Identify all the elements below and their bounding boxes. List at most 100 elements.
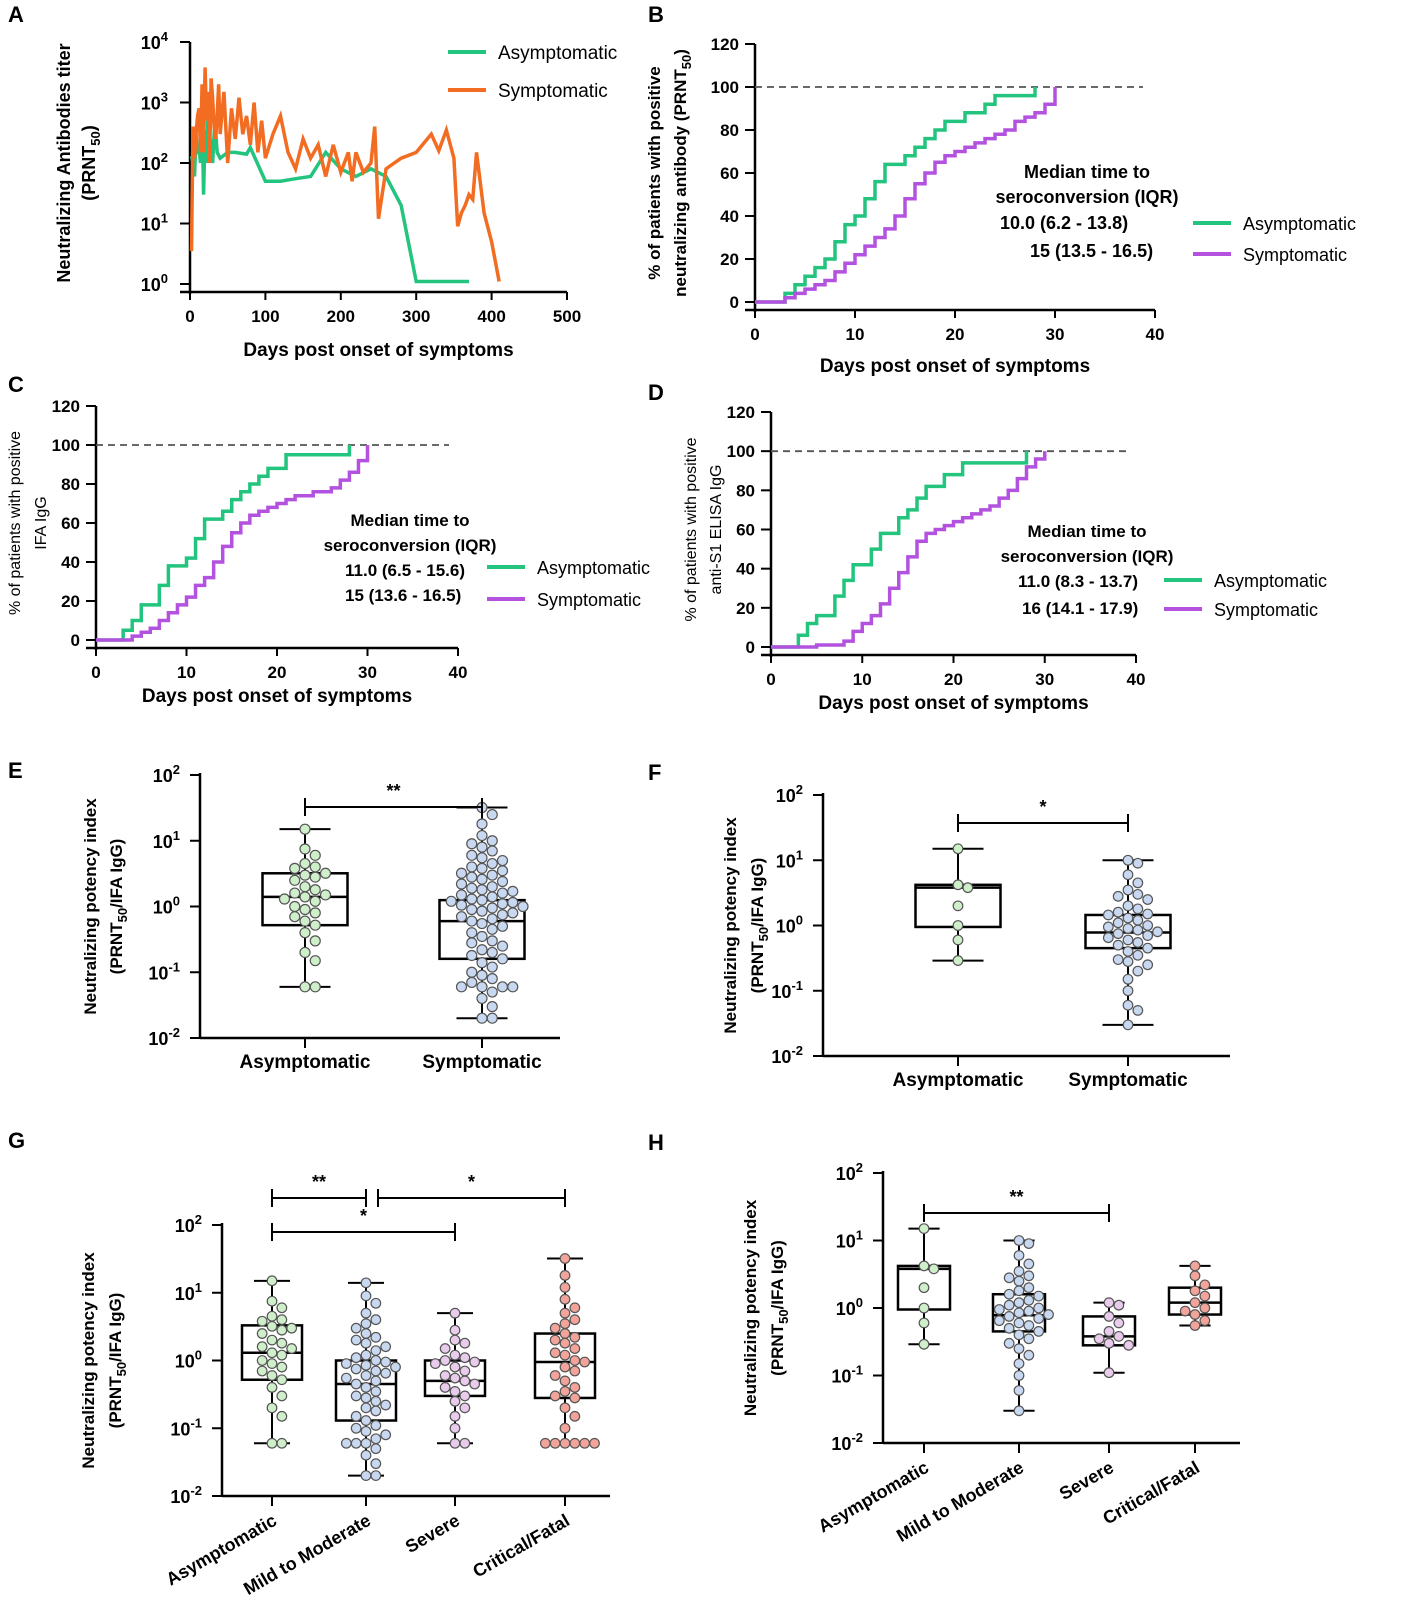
y-label-tail: /IFA IgG) <box>768 1240 787 1309</box>
x-tick-label: 0 <box>91 663 100 682</box>
data-point <box>360 1359 372 1371</box>
tick-exponent: 2 <box>796 782 803 797</box>
data-point <box>476 957 488 969</box>
data-point <box>1033 1326 1045 1337</box>
tick-exponent: 0 <box>856 1295 863 1310</box>
data-point <box>507 907 519 919</box>
y-tick-label: 40 <box>61 553 80 572</box>
data-point <box>918 1317 930 1329</box>
y-tick-label: 120 <box>52 397 80 416</box>
data-point <box>1033 1302 1045 1314</box>
data-point <box>309 955 321 967</box>
data-point <box>507 981 519 993</box>
data-point <box>289 862 301 874</box>
data-point <box>549 1370 561 1381</box>
panel-b: 0 10 20 30 40 0 20 40 60 80 100 120 Days post onset … <box>645 35 1356 377</box>
data-point <box>1013 1250 1025 1261</box>
x-tick-label: 300 <box>402 307 430 326</box>
data-point <box>476 944 488 956</box>
data-point <box>496 940 509 952</box>
annotation-line-2: seroconversion (IQR) <box>995 187 1178 207</box>
significance-label: * <box>468 1172 475 1192</box>
y-tick-label: 10-2 <box>771 1043 803 1067</box>
tick-exponent: 1 <box>796 847 803 862</box>
data-point <box>1033 1290 1045 1302</box>
x-tick-label: 0 <box>766 670 775 689</box>
data-point <box>569 1437 581 1449</box>
data-point <box>1122 869 1134 881</box>
tick-exponent: 0 <box>161 271 168 286</box>
data-point <box>370 1395 382 1407</box>
x-category-label: Asymptomatic <box>240 1052 371 1073</box>
data-point <box>439 1343 451 1354</box>
data-point <box>350 1363 362 1375</box>
data-point <box>466 838 478 850</box>
data-point <box>370 1405 382 1417</box>
data-point <box>449 1410 461 1422</box>
data-point <box>589 1437 600 1449</box>
data-point <box>309 861 321 873</box>
tick-base: 10 <box>141 154 161 174</box>
tick-exponent: 0 <box>796 913 803 928</box>
data-point <box>559 1385 571 1397</box>
data-point <box>1132 857 1144 869</box>
tick-exponent: 3 <box>161 90 168 105</box>
data-point <box>360 1328 372 1339</box>
y-axis-label-line1: Neutralizing potency index <box>741 1199 760 1416</box>
data-point <box>559 1375 571 1387</box>
data-point <box>1013 1358 1025 1370</box>
data-point <box>1142 920 1154 931</box>
tick-base: 10 <box>170 1419 190 1439</box>
y-axis-label-line2: (PRNT50/IFA IgG) <box>768 1240 791 1376</box>
x-category-label: Critical/Fatal <box>1099 1457 1203 1528</box>
data-point <box>370 1375 382 1387</box>
series-line-asymptomatic <box>96 445 352 642</box>
data-point <box>486 946 498 959</box>
panel-letter-g: G <box>8 1128 25 1153</box>
data-point <box>459 1402 471 1414</box>
data-point <box>1112 954 1124 966</box>
data-point <box>486 869 498 881</box>
data-point <box>507 885 519 897</box>
data-point <box>1003 1337 1015 1349</box>
data-point <box>1113 1299 1125 1311</box>
y-tick-label: 101 <box>175 1280 202 1304</box>
data-point <box>276 1410 288 1422</box>
tick-base: 10 <box>141 215 161 235</box>
data-point <box>496 865 509 877</box>
tick-exponent: 1 <box>161 211 168 226</box>
data-point <box>476 1012 488 1024</box>
data-point <box>1199 1290 1211 1302</box>
data-point <box>1103 1311 1115 1322</box>
y-tick-label: 80 <box>720 121 739 140</box>
y-tick-label: 101 <box>153 828 180 852</box>
legend-label-asymptomatic: Asymptomatic <box>537 558 650 578</box>
data-point <box>549 1437 561 1449</box>
data-point <box>439 1382 451 1393</box>
tick-base: 10 <box>831 1434 851 1454</box>
data-point <box>1132 888 1144 900</box>
data-point <box>299 981 311 993</box>
data-point <box>350 1352 362 1364</box>
data-point <box>1023 1258 1035 1270</box>
data-point <box>319 889 332 901</box>
data-point <box>918 1302 930 1314</box>
y-tick-label: 10-1 <box>771 978 803 1002</box>
data-point <box>559 1422 571 1434</box>
data-point <box>1132 1004 1144 1016</box>
data-point <box>486 835 498 847</box>
data-point <box>1142 942 1154 954</box>
tick-base: 10 <box>836 1232 856 1252</box>
data-point <box>1132 937 1144 948</box>
data-point <box>1112 917 1124 929</box>
y-tick-label: 60 <box>720 164 739 183</box>
data-point <box>360 1425 372 1437</box>
tick-exponent: -2 <box>190 1483 202 1498</box>
data-point <box>1199 1279 1211 1291</box>
x-tick-label: 30 <box>1046 325 1065 344</box>
data-point <box>559 1281 571 1293</box>
data-point <box>289 887 301 899</box>
data-point <box>350 1378 362 1390</box>
tick-exponent: 0 <box>173 894 180 909</box>
